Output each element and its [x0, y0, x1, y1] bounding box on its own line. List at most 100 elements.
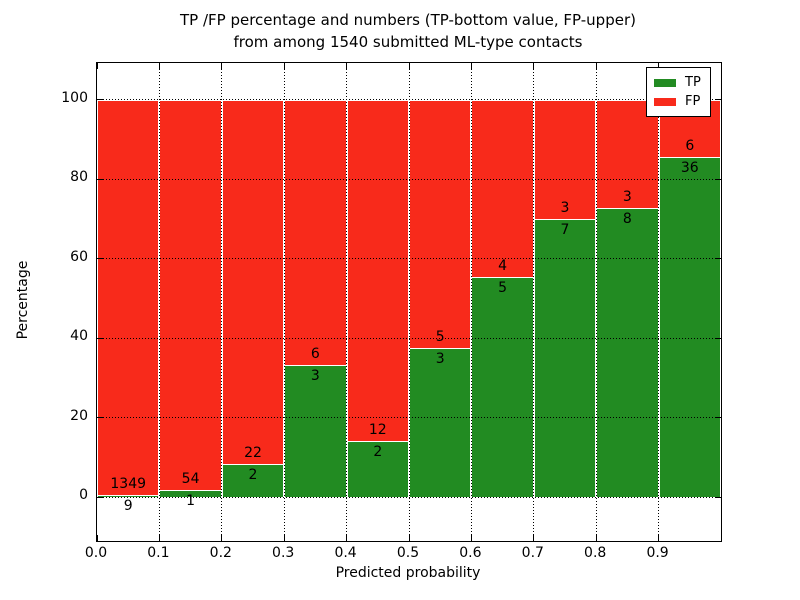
- legend-label-fp: FP: [685, 93, 701, 109]
- tp-count-label: 8: [622, 211, 632, 228]
- fp-count-label: 1349: [110, 475, 147, 492]
- x-tick-mark-top: [595, 63, 597, 69]
- y-tick-mark: [97, 178, 103, 180]
- fp-count-label: 6: [310, 345, 320, 362]
- fp-count-label: 5: [435, 329, 445, 346]
- x-tick-mark: [470, 535, 472, 541]
- y-tick-label: 100: [61, 89, 88, 106]
- x-tick-label: 0.4: [334, 545, 357, 561]
- x-tick-mark-top: [283, 63, 285, 69]
- bar-segment-tp: [97, 494, 160, 498]
- chart-title-line1: TP /FP percentage and numbers (TP-bottom…: [180, 11, 636, 29]
- x-tick-label: 0.0: [84, 545, 108, 561]
- x-tick-label: 0.7: [521, 545, 544, 561]
- fp-count-label: 3: [560, 200, 570, 217]
- y-tick-mark-right: [715, 496, 721, 498]
- vertical-gridline: [408, 63, 410, 541]
- bar-segment-tp: [533, 219, 597, 498]
- x-tick-mark: [221, 535, 223, 541]
- x-tick-mark: [533, 535, 535, 541]
- x-tick-label: 0.9: [646, 545, 669, 561]
- y-tick-mark: [97, 258, 103, 260]
- x-tick-mark-top: [470, 63, 472, 69]
- x-tick-label: 0.6: [459, 545, 482, 561]
- x-tick-label: 0.3: [272, 545, 295, 561]
- tp-count-label: 1: [186, 493, 196, 510]
- fp-count-label: 4: [498, 257, 508, 274]
- plot-area: 1349 9 54 1 22 2 6 3 12 2 5 3 4 5 3 7 3 8 6 36: [96, 62, 722, 542]
- tp-swatch: [654, 78, 676, 87]
- x-tick-mark-top: [408, 63, 410, 69]
- tp-count-label: 2: [373, 443, 383, 460]
- bar-segment-tp: [346, 440, 409, 498]
- vertical-gridline: [658, 63, 660, 541]
- horizontal-gridline: [97, 417, 721, 419]
- bar-segment-fp: [409, 99, 472, 349]
- fp-count-label: 54: [181, 471, 200, 488]
- bar-segment-tp: [159, 490, 222, 498]
- bar-segment-tp: [221, 464, 285, 498]
- x-tick-mark: [408, 535, 410, 541]
- fp-swatch: [654, 97, 676, 106]
- bar-segment-fp: [596, 99, 659, 209]
- x-tick-mark-top: [346, 63, 348, 69]
- bar-segment-fp: [221, 99, 285, 465]
- y-tick-mark: [97, 496, 103, 498]
- y-tick-label: 20: [70, 407, 88, 424]
- horizontal-gridline: [97, 99, 721, 101]
- tp-count-label: 2: [248, 467, 258, 484]
- bar-segment-fp: [97, 99, 160, 495]
- x-tick-mark: [595, 535, 597, 541]
- x-tick-mark: [346, 535, 348, 541]
- x-tick-mark-top: [533, 63, 535, 69]
- vertical-gridline: [595, 63, 597, 541]
- x-tick-mark: [658, 535, 660, 541]
- x-tick-mark-top: [96, 63, 98, 69]
- vertical-gridline: [346, 63, 348, 541]
- legend-label-tp: TP: [685, 74, 701, 90]
- x-tick-mark: [96, 535, 98, 541]
- bar-segment-fp: [159, 99, 222, 491]
- vertical-gridline: [221, 63, 223, 541]
- x-tick-mark-top: [221, 63, 223, 69]
- tp-count-label: 5: [498, 279, 508, 296]
- x-tick-mark: [283, 535, 285, 541]
- bar-segment-tp: [596, 208, 659, 498]
- fp-count-label: 22: [244, 445, 262, 462]
- horizontal-gridline: [97, 178, 721, 180]
- fp-count-label: 6: [685, 137, 695, 154]
- legend: TP FP: [646, 67, 711, 117]
- tp-count-label: 3: [435, 351, 445, 368]
- y-tick-mark-right: [715, 99, 721, 101]
- x-tick-label: 0.5: [396, 545, 420, 561]
- y-tick-mark: [97, 337, 103, 339]
- chart-title-line2: from among 1540 submitted ML-type contac…: [233, 33, 583, 51]
- bar-segment-tp: [471, 276, 534, 498]
- bar-segment-tp: [284, 364, 347, 498]
- bar-segment-fp: [533, 99, 597, 220]
- horizontal-gridline: [97, 337, 721, 339]
- y-axis-label: Percentage: [15, 260, 31, 340]
- legend-item-tp: TP: [654, 73, 701, 92]
- bar-segment-tp: [409, 348, 472, 498]
- bar-segment-fp: [284, 99, 347, 365]
- y-tick-label: 60: [70, 248, 88, 265]
- tp-count-label: 9: [123, 497, 133, 514]
- fp-count-label: 3: [622, 189, 632, 206]
- tp-count-label: 7: [560, 222, 570, 239]
- vertical-gridline: [470, 63, 472, 541]
- x-tick-mark-top: [658, 63, 660, 69]
- x-tick-label: 0.2: [209, 545, 232, 561]
- bar-segment-fp: [346, 99, 409, 441]
- y-tick-mark-right: [715, 178, 721, 180]
- legend-item-fp: FP: [654, 92, 701, 111]
- tp-count-label: 3: [310, 367, 320, 384]
- y-tick-label: 80: [70, 169, 88, 186]
- chart-title: TP /FP percentage and numbers (TP-bottom…: [96, 9, 720, 53]
- x-axis-label: Predicted probability: [335, 565, 481, 581]
- x-tick-label: 0.1: [147, 545, 170, 561]
- horizontal-gridline: [97, 258, 721, 260]
- y-tick-mark-right: [715, 258, 721, 260]
- vertical-gridline: [533, 63, 535, 541]
